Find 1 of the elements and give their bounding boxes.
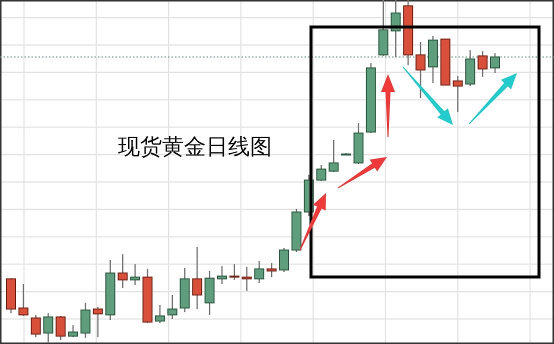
text: 现货黄金日线图	[118, 135, 272, 160]
